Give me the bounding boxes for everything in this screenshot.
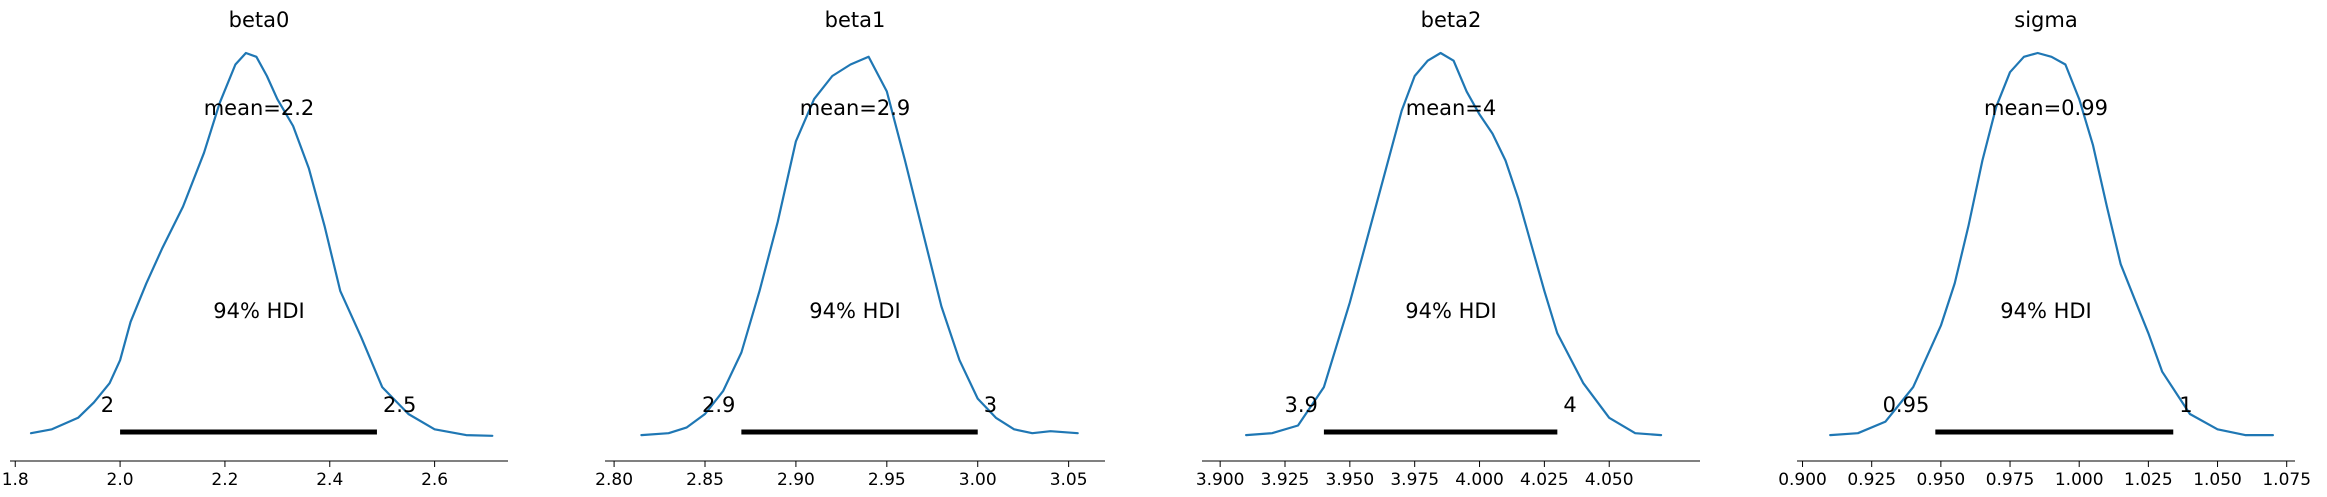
- hdi-upper-label: 1: [2179, 393, 2192, 417]
- hdi-upper-label: 4: [1563, 393, 1576, 417]
- x-tick-label: 2.0: [107, 470, 134, 490]
- hdi-lower-label: 2.9: [702, 393, 735, 417]
- hdi-lower-label: 2: [101, 393, 114, 417]
- x-tick-label: 3.05: [1050, 470, 1088, 490]
- panel-sigma: sigma mean=0.99 94% HDI 0.95 1 0.900 0.925 0.95…: [1778, 8, 2311, 490]
- x-tick-label: 2.85: [686, 470, 724, 490]
- x-tick-label: 0.975: [1986, 470, 2035, 490]
- x-tick-label: 0.925: [1847, 470, 1896, 490]
- mean-label: mean=2.9: [800, 96, 911, 120]
- x-tick-label: 1.000: [2055, 470, 2104, 490]
- kde-line: [29, 51, 494, 437]
- x-tick-label: 1.075: [2262, 470, 2311, 490]
- panel-title: beta0: [229, 8, 290, 32]
- x-tick-label: 4.000: [1455, 470, 1504, 490]
- x-tick-label: 4.025: [1520, 470, 1569, 490]
- panel-beta2: beta2 mean=4 94% HDI 3.9 4 3.900 3.925 3.950 3.9…: [1196, 8, 1700, 490]
- x-tick-label: 4.050: [1585, 470, 1634, 490]
- hdi-label: 94% HDI: [2000, 299, 2092, 323]
- x-tick-label: 0.900: [1778, 470, 1827, 490]
- x-tick-label: 1.050: [2193, 470, 2242, 490]
- hdi-upper-label: 3: [984, 393, 997, 417]
- kde-line: [640, 55, 1079, 437]
- x-tick-label: 2.80: [595, 470, 633, 490]
- x-tick-label: 2.4: [316, 470, 343, 490]
- hdi-lower-label: 0.95: [1883, 393, 1930, 417]
- x-tick-label: 2.90: [777, 470, 815, 490]
- x-tick-label: 3.975: [1390, 470, 1439, 490]
- mean-label: mean=4: [1406, 96, 1497, 120]
- panel-beta1: beta1 mean=2.9 94% HDI 2.9 3 2.80 2.85 2.90 2.95…: [595, 8, 1105, 490]
- x-tick-label: 1.8: [2, 470, 29, 490]
- x-tick-label: 3.925: [1261, 470, 1310, 490]
- panel-title: beta1: [825, 8, 886, 32]
- kde-line: [1829, 51, 2274, 437]
- x-tick-label: 3.00: [959, 470, 997, 490]
- panel-title: beta2: [1421, 8, 1482, 32]
- x-tick-label: 2.2: [211, 470, 238, 490]
- panel-beta0: beta0 mean=2.2 94% HDI 2 2.5 1.8 2.0 2.2 2.4 2.6: [2, 8, 508, 490]
- mean-label: mean=2.2: [204, 96, 315, 120]
- kde-line: [1244, 51, 1663, 437]
- x-tick-label: 2.95: [868, 470, 906, 490]
- x-tick-label: 2.6: [421, 470, 448, 490]
- hdi-label: 94% HDI: [1405, 299, 1497, 323]
- x-tick-label: 3.950: [1326, 470, 1375, 490]
- x-tick-label: 3.900: [1196, 470, 1245, 490]
- hdi-lower-label: 3.9: [1285, 393, 1318, 417]
- hdi-upper-label: 2.5: [383, 393, 416, 417]
- hdi-label: 94% HDI: [213, 299, 305, 323]
- x-tick-label: 1.025: [2124, 470, 2173, 490]
- x-tick-label: 0.950: [1917, 470, 1966, 490]
- mean-label: mean=0.99: [1984, 96, 2108, 120]
- panel-title: sigma: [2014, 8, 2077, 32]
- hdi-label: 94% HDI: [809, 299, 901, 323]
